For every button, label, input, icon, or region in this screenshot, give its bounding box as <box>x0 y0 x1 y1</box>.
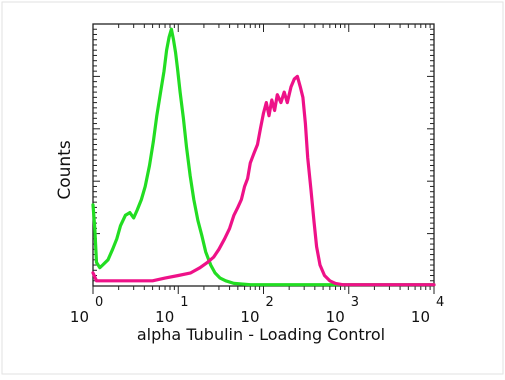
plot-layer: 10 0 10 1 10 2 10 3 10 4 <box>70 23 444 326</box>
x-tick-label-exponent: 3 <box>351 295 359 310</box>
x-tick-label-exponent: 2 <box>266 295 274 310</box>
x-tick-label-exponent: 4 <box>436 295 444 310</box>
series-line-2 <box>91 74 436 287</box>
x-tick-label-exponent: 1 <box>180 295 188 310</box>
x-tick-label-base: 10 <box>240 308 259 326</box>
x-tick-label-base: 10 <box>326 308 345 326</box>
x-tick-label-base: 10 <box>155 308 174 326</box>
y-axis-label: Counts <box>55 140 75 199</box>
x-tick-label-exponent: 0 <box>95 295 103 310</box>
series-line-1 <box>91 27 436 287</box>
x-axis-label: alpha Tubulin - Loading Control <box>137 325 385 344</box>
x-tick-label-base: 10 <box>70 308 89 326</box>
x-tick-label-base: 10 <box>411 308 430 326</box>
